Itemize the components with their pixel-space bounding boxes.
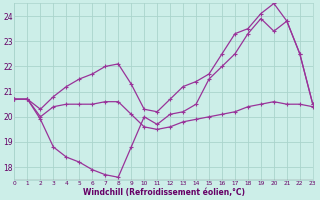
X-axis label: Windchill (Refroidissement éolien,°C): Windchill (Refroidissement éolien,°C) <box>83 188 244 197</box>
